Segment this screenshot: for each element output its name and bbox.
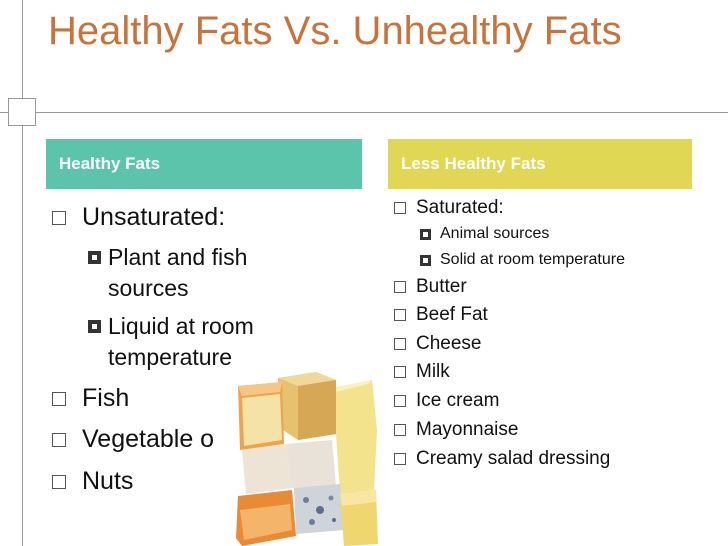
- bullet-square-icon: [394, 338, 406, 350]
- list-item-text: Unsaturated:: [82, 203, 226, 231]
- list-subitem-text: Liquid at room temperature: [108, 313, 254, 370]
- decorative-horizontal-line: [0, 112, 728, 113]
- bullet-square-icon: [394, 202, 406, 214]
- bullet-filled-square-icon: [88, 251, 101, 264]
- less-healthy-fats-header: Less Healthy Fats: [388, 139, 692, 189]
- list-subitem-text: Solid at room temperature: [440, 251, 625, 268]
- bullet-square-icon: [52, 433, 66, 447]
- healthy-fats-header: Healthy Fats: [46, 139, 362, 189]
- bullet-square-icon: [52, 392, 66, 406]
- bullet-filled-square-icon: [420, 255, 431, 266]
- bullet-square-icon: [52, 475, 66, 489]
- bullet-filled-square-icon: [88, 320, 101, 333]
- list-item-text: Beef Fat: [416, 304, 488, 325]
- list-item-text: Vegetable o: [82, 425, 215, 453]
- slide-title: Healthy Fats Vs. Unhealthy Fats: [48, 9, 622, 53]
- bullet-square-icon: [394, 424, 406, 436]
- list-item-text: Nuts: [82, 467, 134, 495]
- list-item-text: Fish: [82, 384, 130, 412]
- list-subitem-text: Animal sources: [440, 225, 550, 242]
- decorative-corner-square: [8, 98, 36, 126]
- bullet-square-icon: [394, 453, 406, 465]
- list-item-text: Butter: [416, 276, 467, 297]
- bullet-square-icon: [394, 366, 406, 378]
- list-item-text: Ice cream: [416, 390, 500, 411]
- list-item-text: Mayonnaise: [416, 419, 519, 440]
- bullet-square-icon: [394, 281, 406, 293]
- cheese-photo: [236, 372, 378, 546]
- list-item-text: Creamy salad dressing: [416, 448, 611, 469]
- list-subitem-text: Plant and fish sources: [108, 244, 248, 301]
- list-item-text: Cheese: [416, 333, 482, 354]
- decorative-vertical-line: [22, 0, 23, 546]
- bullet-filled-square-icon: [420, 229, 431, 240]
- bullet-square-icon: [394, 309, 406, 321]
- list-item-text: Milk: [416, 361, 450, 382]
- bullet-square-icon: [52, 211, 66, 225]
- list-item-text: Saturated:: [416, 197, 504, 218]
- bullet-square-icon: [394, 395, 406, 407]
